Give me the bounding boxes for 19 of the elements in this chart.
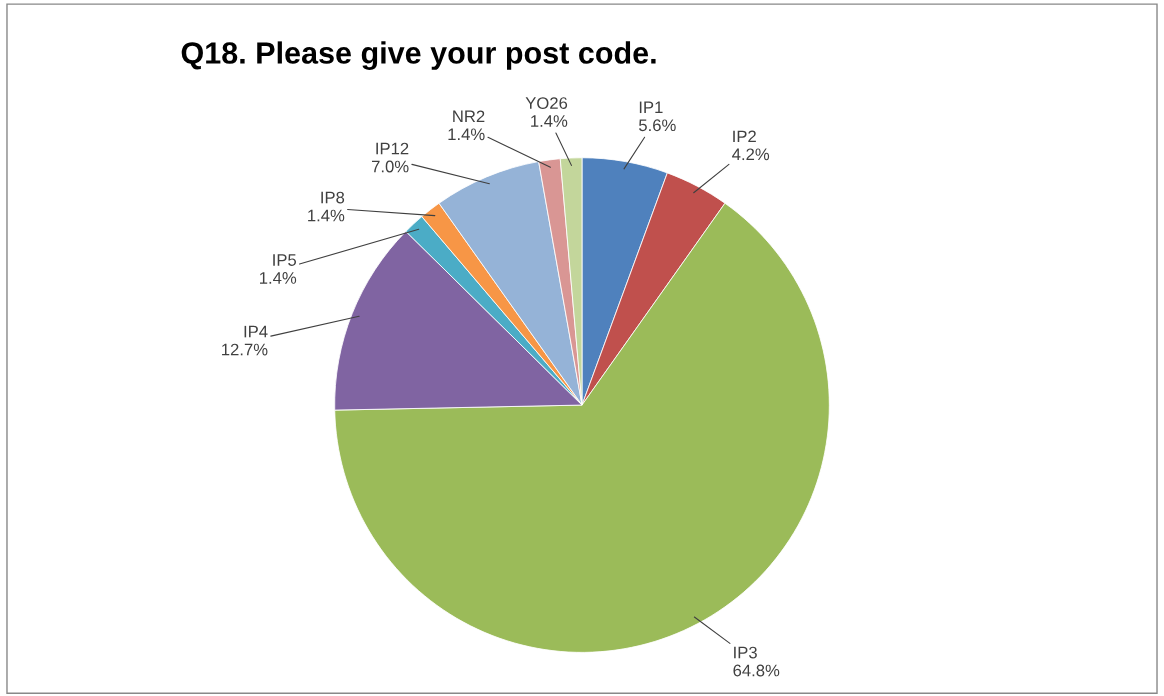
slice-label: YO26 [525, 97, 568, 109]
slice-label: IP4 [244, 325, 268, 338]
data-label: 1.4% [448, 128, 485, 141]
slice-label: IP2 [733, 130, 756, 143]
data-label: 7.0% [372, 160, 409, 173]
data-label: 5.6% [639, 119, 676, 132]
data-label: 1.4% [308, 209, 345, 222]
data-label: 4.2% [732, 148, 770, 161]
slice-label: IP12 [376, 142, 409, 155]
slice-label: IP8 [321, 191, 345, 204]
data-label: 64.8% [733, 664, 780, 677]
slice-label: IP3 [734, 646, 757, 659]
slice-label: IP1 [639, 101, 663, 114]
data-label: 12.7% [222, 343, 268, 356]
data-label: 1.4% [260, 272, 297, 284]
slice-label: IP5 [273, 254, 297, 266]
data-label: 1.4% [531, 115, 568, 127]
slice-label: NR2 [453, 110, 485, 123]
chart-title: Q18. Please give your post code. [181, 41, 656, 70]
